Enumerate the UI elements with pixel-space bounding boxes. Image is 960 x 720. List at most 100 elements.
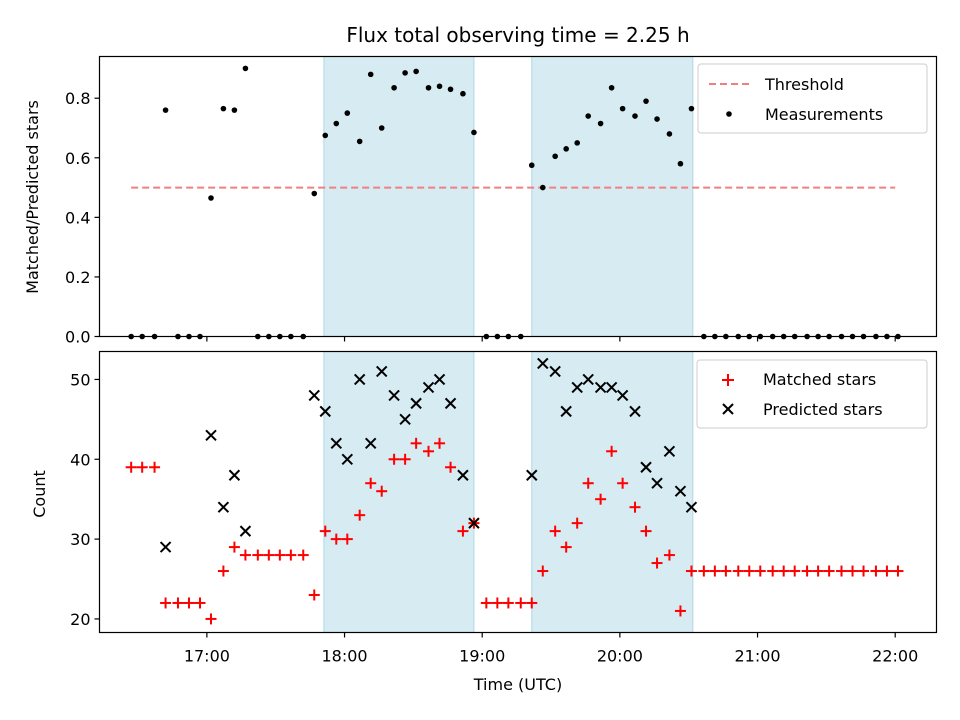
measurement-point	[654, 116, 660, 122]
predicted-star-point	[605, 381, 618, 394]
measurement-point	[447, 86, 454, 93]
matched-star-point	[582, 477, 594, 489]
predicted-star-point	[526, 469, 538, 481]
matched-star-point	[365, 477, 377, 489]
matched-star-point	[388, 453, 400, 465]
matched-star-point	[709, 565, 721, 577]
y-tick-label: 20	[70, 610, 90, 629]
measurement-point	[677, 160, 684, 167]
matched-star-point	[720, 565, 732, 577]
predicted-star-point	[616, 389, 629, 402]
matched-star-point	[125, 461, 137, 473]
measurements-series	[128, 65, 901, 340]
top-y-axis-label: Matched/Predicted stars	[23, 100, 42, 294]
matched-star-point	[217, 565, 229, 577]
matched-star-point	[537, 565, 549, 577]
matched-star-point	[149, 461, 161, 473]
measurement-point	[413, 68, 419, 75]
matched-star-point	[571, 517, 583, 529]
shaded-span-1	[323, 351, 475, 633]
measurement-point	[632, 113, 638, 119]
measurement-point	[619, 105, 626, 112]
predicted-star-point	[228, 469, 241, 481]
legend-measurements-swatch	[726, 111, 732, 117]
matched-star-point	[823, 565, 835, 577]
matched-star-point	[617, 477, 629, 489]
x-tick-label: 20:00	[597, 647, 643, 666]
legend-matched-label: Matched stars	[763, 370, 876, 389]
matched-star-point	[836, 565, 848, 577]
predicted-star-point	[319, 405, 331, 418]
predicted-star-point	[159, 541, 172, 553]
measurement-point	[574, 140, 580, 146]
predicted-star-point	[376, 365, 388, 378]
measurement-point	[356, 138, 363, 145]
predicted-star-point	[399, 413, 411, 426]
matched-star-point	[881, 565, 893, 577]
shaded-span-2	[531, 56, 694, 337]
matched-star-point	[308, 589, 320, 601]
matched-star-point	[239, 549, 251, 561]
measurement-point	[666, 131, 673, 137]
measurement-point	[552, 153, 558, 160]
predicted-star-point	[685, 501, 698, 513]
matched-star-point	[789, 565, 801, 577]
legend-predicted-label: Predicted stars	[763, 400, 883, 419]
measurement-point	[643, 98, 649, 104]
predicted-star-point	[410, 397, 422, 410]
measurement-point	[436, 83, 443, 90]
top-legend: Threshold Measurements	[697, 63, 928, 134]
predicted-star-point	[582, 373, 594, 386]
shaded-span-2	[531, 351, 694, 633]
predicted-star-point	[560, 405, 572, 418]
measurement-point	[231, 107, 238, 113]
measurement-point	[208, 195, 214, 201]
y-tick-label: 50	[70, 370, 90, 389]
matched-star-point	[526, 597, 538, 609]
measurement-point	[460, 90, 466, 97]
measurement-point	[322, 132, 329, 139]
matched-star-point	[319, 525, 331, 537]
y-tick-label: 30	[70, 530, 90, 549]
predicted-star-point	[353, 373, 366, 386]
measurement-point	[311, 190, 318, 197]
predicted-star-point	[308, 389, 320, 402]
predicted-star-point	[663, 445, 676, 457]
predicted-star-point	[651, 477, 663, 489]
matched-star-point	[870, 565, 882, 577]
matched-star-point	[595, 493, 607, 505]
matched-star-point	[297, 549, 309, 561]
shaded-span-1	[323, 56, 475, 337]
matched-star-point	[812, 565, 824, 577]
y-tick-label: 40	[70, 450, 90, 469]
predicted-star-point	[457, 469, 469, 481]
matched-star-point	[341, 533, 353, 545]
measurement-point	[471, 129, 477, 136]
x-axis-label: Time (UTC)	[473, 675, 562, 694]
measurement-point	[608, 84, 615, 91]
matched-star-point	[228, 541, 240, 553]
matched-star-point	[160, 597, 172, 609]
y-tick-label: 0.6	[65, 149, 90, 168]
bottom-plot-frame	[98, 350, 938, 634]
bottom-x-ticks: 17:00 18:00 19:00 20:00 21:00 22:00	[184, 632, 918, 666]
matched-star-point	[892, 565, 904, 577]
predicted-star-point	[205, 429, 217, 442]
measurement-point	[585, 113, 592, 119]
matched-star-point	[457, 525, 469, 537]
predicted-star-point	[330, 437, 342, 450]
measurement-point	[597, 120, 604, 127]
matched-star-point	[376, 485, 388, 497]
top-x-ticks	[206, 336, 896, 342]
matched-star-point	[606, 445, 618, 457]
predicted-star-point	[571, 381, 583, 394]
predicted-star-point	[537, 357, 549, 370]
chart-title: Flux total observing time = 2.25 h	[346, 23, 689, 47]
predicted-star-point	[549, 365, 561, 378]
predicted-star-point	[422, 381, 435, 394]
legend-threshold-label: Threshold	[764, 75, 844, 94]
measurement-point	[425, 84, 432, 91]
matched-star-point	[194, 597, 206, 609]
